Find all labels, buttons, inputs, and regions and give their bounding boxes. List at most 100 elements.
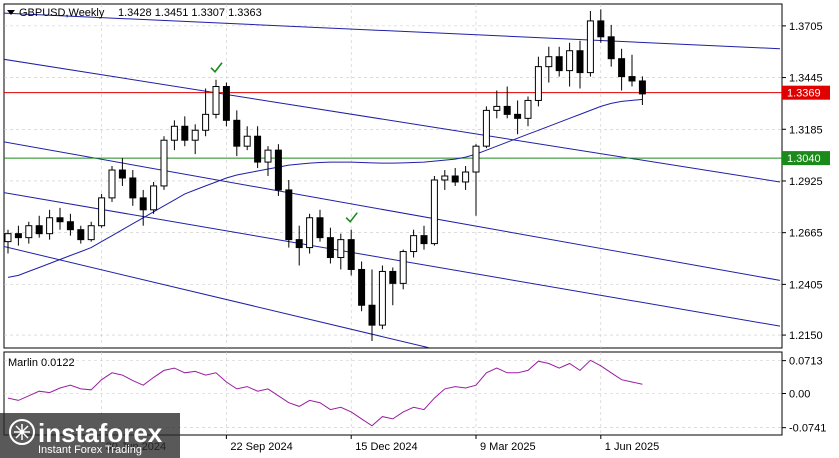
channel-line [4, 246, 431, 348]
osc-tick-label: 0.00 [789, 389, 810, 401]
candle [493, 90, 501, 119]
candle [139, 189, 147, 226]
candle [482, 106, 490, 149]
channel-lines [4, 12, 781, 348]
candle [150, 181, 158, 214]
oscillator-line [7, 359, 643, 427]
candle [66, 213, 74, 236]
candle [358, 261, 366, 312]
candle [4, 229, 12, 254]
y-tick-label: 1.2925 [789, 176, 823, 188]
candle [545, 46, 553, 83]
resistance-label: 1.3369 [787, 88, 821, 100]
candle [607, 24, 615, 67]
candle [56, 207, 64, 230]
osc-tick-label: -0.0741 [789, 423, 826, 435]
price-levels: 1.3369 1.3040 [4, 85, 830, 166]
candle [347, 229, 355, 276]
candle [555, 46, 563, 77]
candle [316, 209, 324, 242]
candle [306, 213, 314, 254]
y-tick-label: 1.3705 [789, 21, 823, 33]
candle [285, 179, 293, 248]
marlin-oscillator: 0.0713 0.00 -0.0741 [4, 356, 826, 435]
y-tick-label: 1.2405 [789, 279, 823, 291]
svg-text:instaforex: instaforex [38, 418, 163, 448]
candle [202, 88, 210, 137]
checkmarks [210, 62, 358, 223]
candle [108, 166, 116, 202]
candles [4, 9, 646, 342]
candle [212, 79, 220, 119]
candle [566, 42, 574, 87]
candle [430, 176, 438, 246]
candle [628, 54, 636, 87]
candle [14, 225, 22, 246]
candle [618, 48, 626, 91]
candle [441, 170, 449, 190]
price-axis: 1.3705 1.3445 1.3185 1.2925 1.2665 1.2405 1.21… [782, 21, 823, 342]
y-tick-label: 1.3445 [789, 73, 823, 85]
candle [46, 209, 54, 240]
candle [514, 100, 522, 135]
candle [524, 96, 532, 127]
y-tick-label: 1.3185 [789, 124, 823, 136]
svg-text:Instant Forex Trading: Instant Forex Trading [38, 444, 142, 456]
candle [25, 221, 33, 244]
candle [597, 9, 605, 43]
resistance-label-box [782, 85, 830, 100]
indicator-label: Marlin 0.0122 [8, 357, 75, 369]
candle [264, 146, 272, 176]
candle [534, 56, 542, 107]
candle [77, 225, 85, 244]
channel-line [4, 58, 781, 183]
candle [191, 124, 199, 155]
candle [160, 136, 168, 190]
y-tick-label: 1.2150 [789, 330, 823, 342]
channel-line [4, 12, 781, 50]
x-tick-label: 15 Dec 2024 [355, 441, 417, 453]
candle [98, 193, 106, 228]
instaforex-logo: instaforex Instant Forex Trading [0, 413, 180, 458]
x-tick-label: 1 Jun 2025 [605, 441, 659, 453]
candle [274, 144, 282, 196]
candle [87, 221, 95, 242]
candle [451, 168, 459, 186]
candle [638, 76, 646, 106]
candle [399, 249, 407, 290]
candle [181, 116, 189, 147]
support-label: 1.3040 [787, 153, 821, 165]
x-tick-label: 22 Sep 2024 [230, 441, 292, 453]
collapse-triangle-icon[interactable] [7, 10, 15, 15]
candle [472, 144, 480, 216]
candle [576, 40, 584, 89]
support-label-box [782, 151, 830, 166]
candle [222, 82, 230, 127]
channel-line [4, 192, 781, 327]
candle [378, 265, 386, 330]
symbol-label: GBPUSD,Weekly [19, 7, 105, 19]
ohlc-values: 1.3428 1.3451 1.3307 1.3363 [118, 7, 262, 19]
candle [129, 170, 137, 206]
candle [233, 110, 241, 157]
candle [170, 120, 178, 151]
checkmark-icon [210, 62, 223, 73]
candle [295, 225, 303, 266]
checkmark-icon [345, 212, 358, 223]
candle [503, 86, 511, 119]
candle [462, 166, 470, 190]
candle [389, 267, 397, 306]
candle [254, 126, 262, 169]
candle [35, 215, 43, 238]
candle [243, 126, 251, 151]
candle [420, 225, 428, 250]
candle [368, 269, 376, 342]
candle [586, 10, 594, 77]
y-tick-label: 1.2665 [789, 228, 823, 240]
candle [337, 233, 345, 270]
candle [118, 158, 126, 186]
moving-average-line [7, 98, 643, 278]
osc-tick-label: 0.0713 [789, 356, 823, 368]
x-tick-label: 9 Mar 2025 [480, 441, 536, 453]
